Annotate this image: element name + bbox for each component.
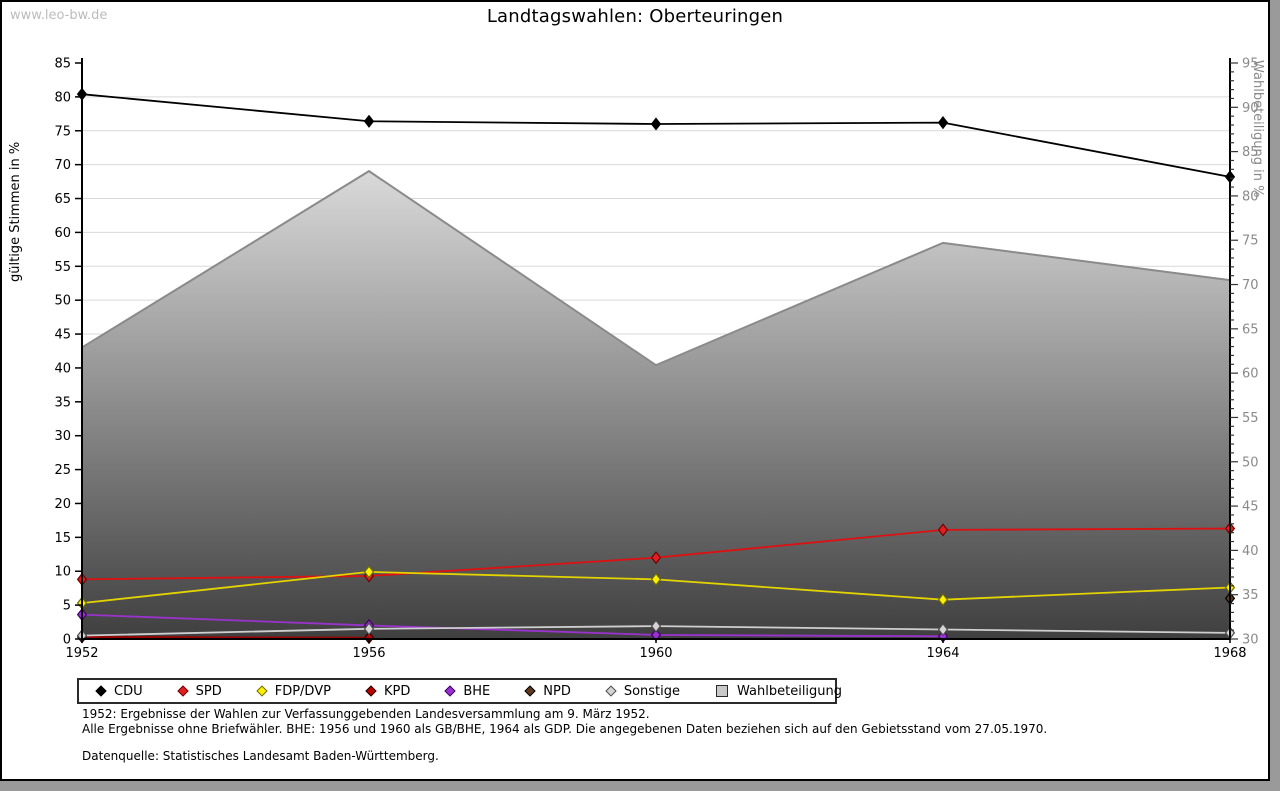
footnote-line-1: 1952: Ergebnisse der Wahlen zur Verfassu… xyxy=(82,707,650,721)
area-wahlbeteiligung xyxy=(81,169,1231,640)
marker-cdu xyxy=(937,116,949,130)
legend-marker-kpd xyxy=(365,685,377,697)
legend-item-fdp-dvp: FDP/DVP xyxy=(256,683,331,699)
marker-fdp-dvp xyxy=(937,593,949,607)
right-tick-label: 55 xyxy=(1242,411,1259,426)
left-tick-label: 30 xyxy=(54,429,71,444)
legend-label-npd: NPD xyxy=(543,683,571,699)
page-title: Landtagswahlen: Oberteuringen xyxy=(486,6,784,27)
left-tick-label: 15 xyxy=(54,531,71,546)
left-tick-label: 5 xyxy=(63,599,71,614)
left-tick-label: 35 xyxy=(54,395,71,410)
left-tick-label: 45 xyxy=(54,328,71,343)
left-tick-label: 65 xyxy=(54,192,71,207)
left-tick-label: 50 xyxy=(54,294,71,309)
left-tick-label: 75 xyxy=(54,124,71,139)
legend-label-sonstige: Sonstige xyxy=(623,683,681,699)
right-axis-label: Wahlbeteiligung in % xyxy=(1250,60,1265,198)
marker-spd xyxy=(937,523,949,537)
legend-marker-sonstige xyxy=(605,685,617,697)
footnote-line-2: Alle Ergebnisse ohne Briefwähler. BHE: 1… xyxy=(82,721,1048,736)
left-tick-label: 70 xyxy=(54,158,71,173)
legend-marker-spd xyxy=(176,685,189,697)
marker-spd xyxy=(650,551,662,565)
legend-item-spd: SPD xyxy=(176,683,222,699)
right-tick-label: 50 xyxy=(1242,455,1259,470)
right-tick-label: 65 xyxy=(1242,322,1259,337)
chart-page: www.leo-bw.de Landtagswahlen: Oberteurin… xyxy=(0,0,1270,781)
legend-marker-cdu xyxy=(95,685,107,697)
left-tick-label: 80 xyxy=(54,90,71,105)
left-tick-label: 0 xyxy=(63,633,71,648)
left-tick-label: 55 xyxy=(54,260,71,275)
legend-marker-fdp-dvp xyxy=(256,685,268,697)
legend-item-sonstige: Sonstige xyxy=(605,683,681,699)
chart-canvas: 0 5 10 15 20 25 30 35 40 45 50 55 60 65 70 75 80 85 30 35 40… xyxy=(54,57,1259,662)
legend-item-cdu: CDU xyxy=(95,683,143,699)
legend: CDU SPD FDP/DVP KPD BHE NPD Sonstige Wahlbeteil… xyxy=(77,678,842,704)
x-tick-label: 1960 xyxy=(639,646,672,661)
footnote-source: Datenquelle: Statistisches Landesamt Bad… xyxy=(82,749,439,763)
watermark: www.leo-bw.de xyxy=(10,8,108,23)
right-tick-label: 85 xyxy=(1242,145,1259,160)
marker-kpd xyxy=(363,631,375,645)
legend-label-fdp-dvp: FDP/DVP xyxy=(274,683,331,699)
legend-marker-npd xyxy=(524,685,536,697)
right-tick-label: 45 xyxy=(1242,500,1259,515)
legend-item-bhe: BHE xyxy=(444,683,491,699)
legend-item-wahlbeteiligung: Wahlbeteiligung xyxy=(716,684,842,699)
series-line-kpd xyxy=(81,636,370,639)
legend-item-npd: NPD xyxy=(524,683,571,699)
left-tick-label: 40 xyxy=(54,361,71,376)
legend-label-wahlbeteiligung: Wahlbeteiligung xyxy=(737,683,843,699)
right-tick-label: 70 xyxy=(1242,278,1259,293)
left-tick-label: 85 xyxy=(54,57,71,72)
marker-sonstige xyxy=(363,622,375,636)
footnotes: 1952: Ergebnisse der Wahlen zur Verfassu… xyxy=(82,707,1047,764)
x-tick-label: 1964 xyxy=(926,646,959,661)
legend-label-bhe: BHE xyxy=(463,683,491,699)
right-tick-label: 40 xyxy=(1242,544,1259,559)
left-tick-label: 25 xyxy=(54,463,71,478)
left-tick-label: 20 xyxy=(54,497,71,512)
legend-label-kpd: KPD xyxy=(383,683,411,699)
left-tick-label: 60 xyxy=(54,226,71,241)
legend-label-spd: SPD xyxy=(195,683,222,699)
marker-sonstige xyxy=(650,619,662,633)
marker-fdp-dvp xyxy=(650,572,662,586)
marker-cdu xyxy=(650,117,662,131)
footnote-spacer xyxy=(82,736,1047,749)
right-tick-label: 60 xyxy=(1242,367,1259,382)
x-tick-label: 1952 xyxy=(65,646,98,661)
marker-sonstige xyxy=(937,622,949,637)
series-line-bhe xyxy=(81,613,944,638)
right-tick-label: 90 xyxy=(1242,101,1259,116)
x-tick-label: 1968 xyxy=(1213,646,1246,661)
legend-marker-bhe xyxy=(444,685,456,697)
legend-label-cdu: CDU xyxy=(114,683,143,699)
legend-marker-wahlbeteiligung xyxy=(716,685,729,697)
legend-item-kpd: KPD xyxy=(365,683,411,699)
x-tick-label: 1956 xyxy=(352,646,385,661)
right-tick-label: 75 xyxy=(1242,234,1259,249)
marker-fdp-dvp xyxy=(363,565,375,579)
right-tick-label: 95 xyxy=(1242,57,1259,72)
right-tick-label: 30 xyxy=(1242,633,1259,648)
left-tick-label: 10 xyxy=(54,565,71,580)
marker-cdu xyxy=(363,114,375,128)
right-tick-label: 80 xyxy=(1242,189,1259,204)
right-tick-label: 35 xyxy=(1242,588,1259,603)
